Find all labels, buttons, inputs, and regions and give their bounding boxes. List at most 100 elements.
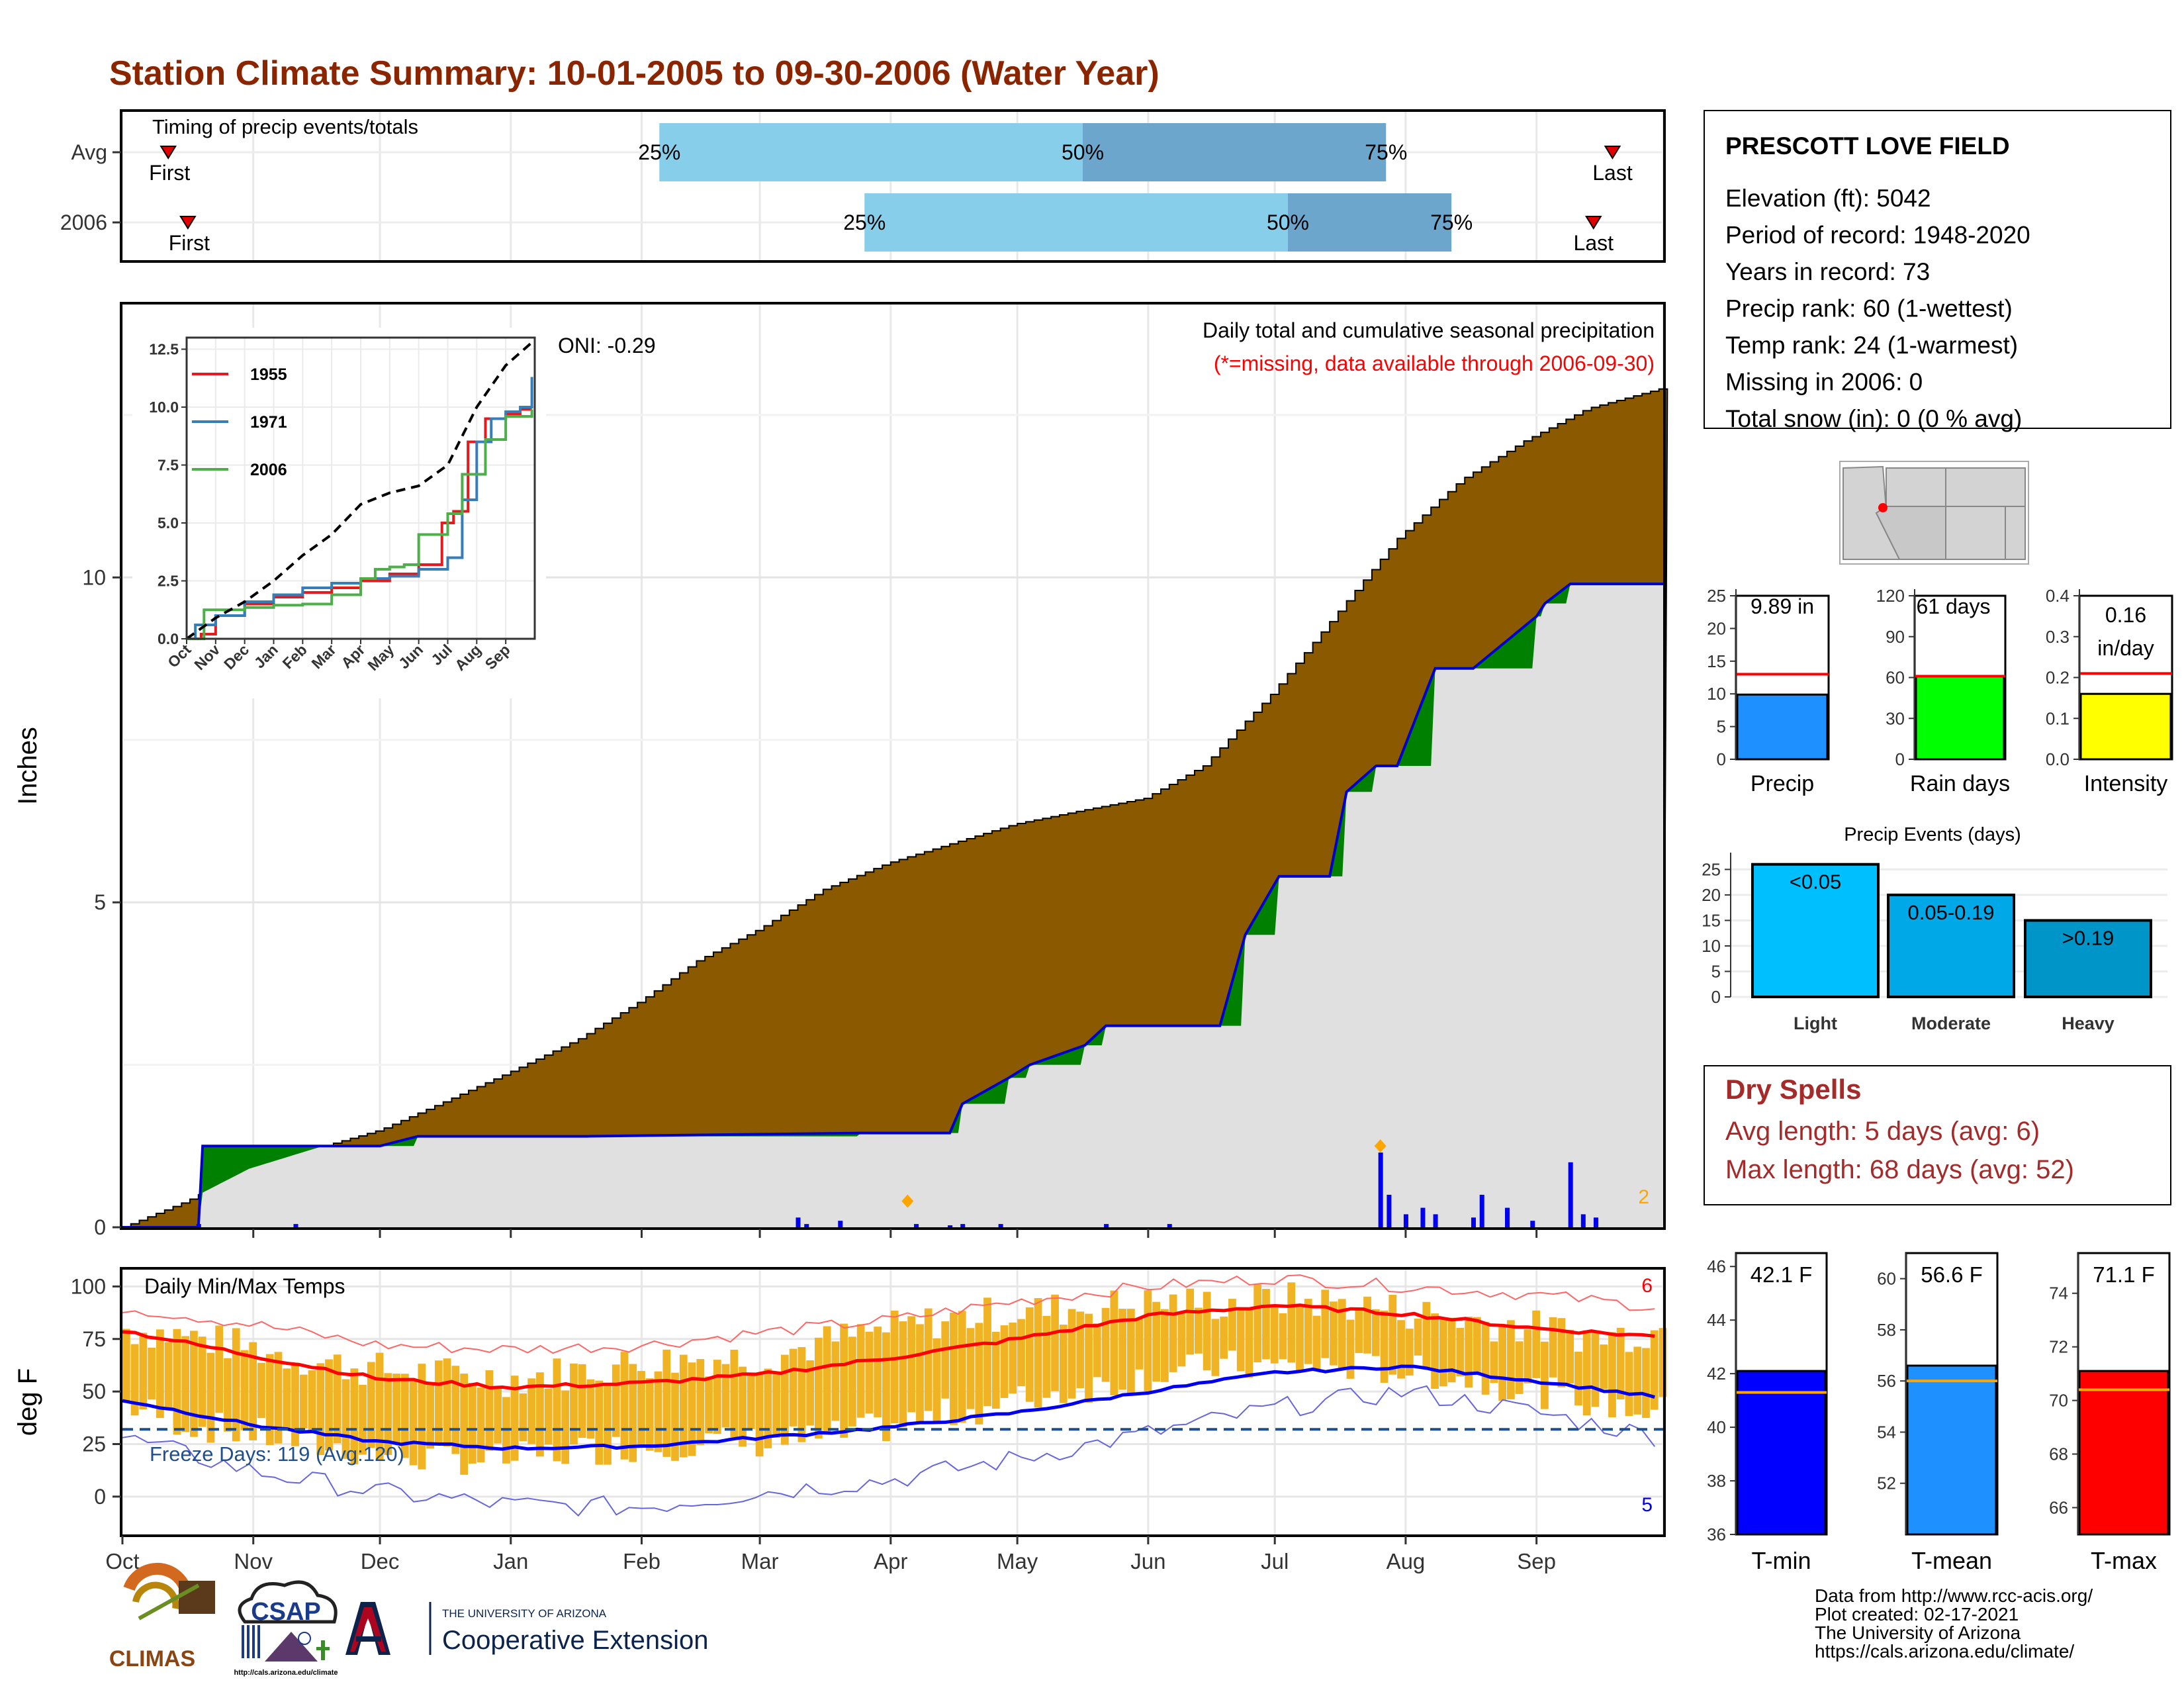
dry-spells-avg: Avg length: 5 days (avg: 6) [1725,1117,2040,1146]
daily-temp-range-bar [1582,1330,1591,1416]
daily-temp-range-bar [1490,1341,1498,1383]
oni-label: ONI: -0.29 [558,334,656,357]
dry-spells-max: Max length: 68 days (avg: 52) [1725,1155,2074,1184]
summary-y-tick-label: 90 [1886,627,1905,647]
temp-y-tick-label: 0 [94,1485,106,1509]
daily-temp-range-bar [181,1336,190,1432]
timing-row-label: 2006 [60,211,107,234]
month-axis-label: May [997,1549,1038,1573]
summary-value-unit: in/day [2097,636,2154,660]
daily-temp-range-bar [139,1333,148,1410]
record-high-count: 6 [1641,1275,1653,1297]
month-axis-label: Jan [493,1549,528,1573]
temp-bar-y-tick-label: 38 [1707,1471,1726,1491]
daily-temp-range-bar [494,1386,502,1444]
daily-temp-range-bar [941,1321,950,1399]
summary-y-tick-label: 0.1 [2046,708,2070,728]
daily-temp-range-bar [975,1323,983,1425]
daily-temp-range-bar [654,1371,662,1452]
station-info-line: Total snow (in): 0 (0 % avg) [1725,405,2022,432]
temp-bar-y-tick-label: 40 [1707,1417,1726,1437]
summary-value-label: 0.16 [2105,603,2146,627]
month-axis-label: Dec [361,1549,400,1573]
temp-bar-y-tick-label: 72 [2049,1337,2068,1357]
ua-small-text: THE UNIVERSITY OF ARIZONA [442,1607,607,1620]
daily-temp-range-bar [831,1341,840,1421]
daily-temp-range-bar [595,1380,604,1465]
summary-bars: 0 5 10 15 20 25 9.89 in Precip 0 30 60 90 120 61 days… [1707,586,2173,796]
daily-temp-range-bar [1371,1309,1380,1356]
daily-temp-range-bar [721,1364,730,1428]
events-y-tick-label: 10 [1702,936,1721,956]
temp-bar-value-label: 71.1 F [2093,1262,2155,1287]
daily-temp-range-bar [958,1311,966,1423]
daily-precip-bar [960,1224,966,1227]
daily-temp-range-bar [645,1378,654,1451]
daily-temp-range-bar [1228,1299,1236,1351]
daily-temp-range-bar [1051,1294,1059,1391]
daily-temp-range-bar [1059,1325,1068,1403]
daily-temp-range-bar [190,1331,198,1437]
daily-temp-range-bar [1186,1288,1195,1355]
daily-temp-range-bar [755,1374,764,1457]
daily-temp-range-bar [308,1370,316,1432]
summary-y-tick-label: 25 [1707,586,1726,606]
daily-temp-range-bar [527,1378,536,1444]
inset-y-tick-label: 7.5 [158,457,179,474]
station-info-line: Elevation (ft): 5042 [1725,185,1931,212]
daily-temp-range-bar [1236,1310,1245,1372]
daily-temp-range-bar [409,1381,418,1466]
daily-temp-range-bar [730,1349,739,1438]
daily-temp-range-bar [1633,1346,1642,1415]
daily-temp-range-bar [1118,1309,1126,1390]
daily-precip-bar [1471,1217,1476,1227]
daily-temp-range-bar [1414,1318,1422,1356]
temp-bar-label: T-max [2091,1547,2157,1574]
record-max-line [122,1274,1655,1354]
month-axis-label: Oct [105,1549,139,1573]
timing-bar-25-50 [864,193,1288,252]
daily-temp-range-bar [578,1364,586,1438]
timing-p25-label: 25% [638,140,680,164]
temp-bar-label: T-min [1752,1547,1811,1574]
month-axis-label: Jun [1130,1549,1165,1573]
summary-y-tick-label: 0 [1717,749,1726,769]
daily-temp-range-bar [215,1325,224,1413]
event-category-label: Light [1794,1013,1837,1033]
daily-temp-range-bar [823,1326,831,1432]
timing-p25-label: 25% [843,211,886,234]
daily-temp-range-bar [1296,1306,1304,1372]
precip-events-title: Precip Events (days) [1844,824,2021,845]
precip-title: Daily total and cumulative seasonal prec… [1203,318,1655,342]
daily-temp-range-bar [780,1354,789,1445]
station-info-line: Missing in 2006: 0 [1725,369,1923,396]
station-info-line: Precip rank: 60 (1-wettest) [1725,295,2013,322]
station-info-box: PRESCOTT LOVE FIELD Elevation (ft): 5042… [1704,110,2171,432]
daily-temp-range-bar [418,1364,426,1470]
daily-temp-range-bar [1034,1297,1042,1408]
daily-temp-range-bar [1135,1318,1144,1370]
first-event-marker [159,146,177,160]
temp-bar-y-tick-label: 42 [1707,1364,1726,1383]
daily-temp-range-bar [1659,1328,1667,1397]
daily-temp-range-bar [1000,1325,1009,1398]
daily-temp-range-bar [1515,1341,1524,1394]
footer-line-3: The University of Arizona [1815,1622,2021,1643]
daily-temp-range-bar [991,1331,1000,1409]
daily-temp-range-bar [1355,1309,1363,1354]
daily-temp-range-bar [924,1308,933,1411]
summary-y-tick-label: 120 [1876,586,1905,606]
daily-temp-range-bar [1068,1309,1076,1399]
inset-frame [185,336,536,640]
daily-temp-range-bar [519,1393,527,1442]
ua-cooperative-extension: Cooperative Extension [442,1626,708,1655]
temp-panel: 0 25 50 75 100 Oct Nov Dec Jan Feb Mar Apr May Jun Jul… [13,1267,1667,1573]
inset-y-tick-label: 2.5 [158,573,179,590]
summary-bar-precip [1736,693,1829,761]
daily-temp-range-bar [1447,1317,1456,1383]
daily-temp-range-bar [882,1332,890,1441]
daily-temp-range-bar [856,1324,865,1418]
daily-temp-range-bar [604,1382,612,1465]
daily-temp-range-bar [469,1383,477,1464]
daily-precip-bar [1479,1194,1484,1227]
